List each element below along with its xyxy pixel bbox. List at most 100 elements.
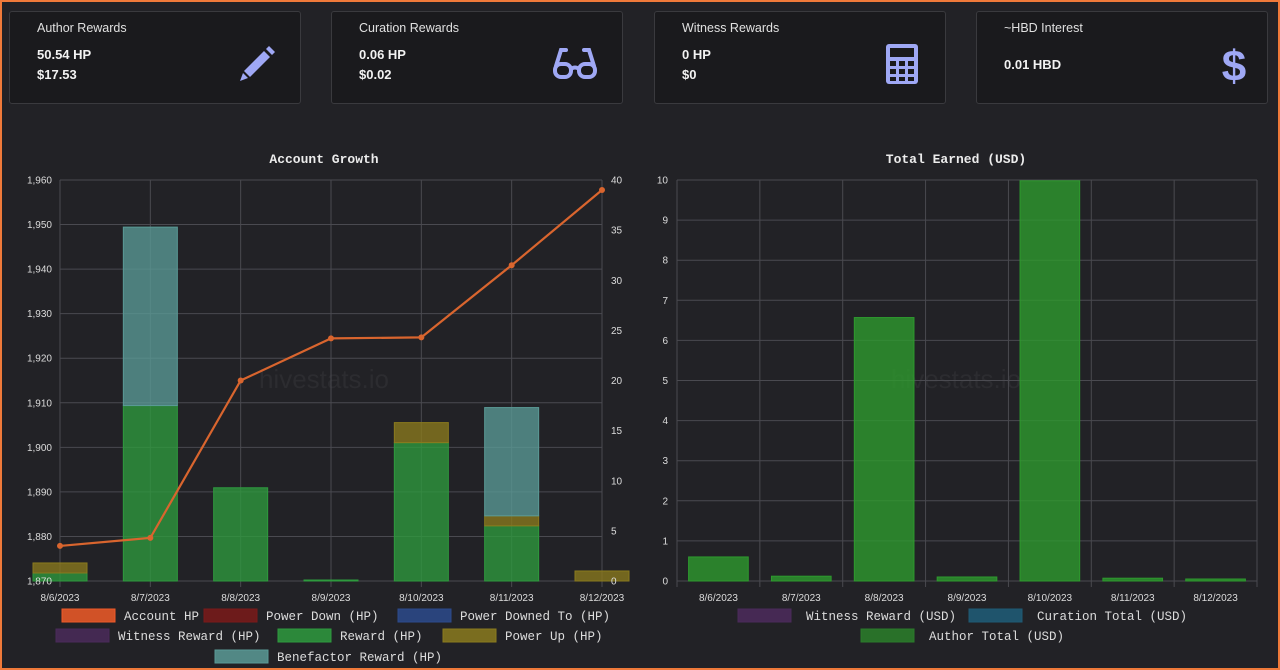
y-right-tick-label: 35 xyxy=(611,226,623,237)
legend-label[interactable]: Witness Reward (HP) xyxy=(118,630,261,644)
x-tick-label: 8/7/2023 xyxy=(782,593,821,604)
y-right-tick-label: 15 xyxy=(611,426,623,437)
watermark: hivestats.io xyxy=(259,364,389,394)
legend-label[interactable]: Curation Total (USD) xyxy=(1037,610,1187,624)
legend-swatch[interactable] xyxy=(55,628,110,643)
x-tick-label: 8/12/2023 xyxy=(580,593,625,604)
x-tick-label: 8/11/2023 xyxy=(1111,593,1155,604)
calculator-icon xyxy=(886,44,918,84)
y-left-tick-label: 1,890 xyxy=(27,487,52,498)
witness-rewards-card: Witness Rewards 0 HP $0 xyxy=(654,11,946,104)
svg-text:$: $ xyxy=(1222,42,1246,87)
card-title: Curation Rewards xyxy=(359,21,460,35)
x-tick-label: 8/10/2023 xyxy=(1028,593,1073,604)
total-earned-chart: Total Earned (USD) hivestats.io 01234567… xyxy=(657,152,1258,644)
glasses-icon xyxy=(553,48,597,79)
bar-author-total xyxy=(1185,578,1246,582)
x-tick-label: 8/10/2023 xyxy=(399,593,444,604)
legend-swatch[interactable] xyxy=(203,608,258,623)
card-value-usd: $0 xyxy=(682,67,697,82)
legend-swatch[interactable] xyxy=(737,608,792,623)
bar-benefactor-reward-hp xyxy=(122,226,178,407)
y-tick-label: 2 xyxy=(662,496,668,507)
x-tick-label: 8/6/2023 xyxy=(699,593,738,604)
card-title: Witness Rewards xyxy=(682,21,780,35)
card-value-hp: 0 HP xyxy=(682,47,711,62)
y-left-tick-label: 1,870 xyxy=(27,577,52,588)
account-hp-point xyxy=(599,187,605,194)
y-tick-label: 1 xyxy=(662,536,668,547)
y-tick-label: 5 xyxy=(662,376,668,387)
y-right-tick-label: 25 xyxy=(611,326,623,337)
legend-label[interactable]: Reward (HP) xyxy=(340,630,423,644)
bar-power-up-hp xyxy=(484,515,540,527)
card-title: ~HBD Interest xyxy=(1004,21,1083,35)
card-value-hbd: 0.01 HBD xyxy=(1004,57,1062,72)
legend-label[interactable]: Witness Reward (USD) xyxy=(806,610,956,624)
x-tick-label: 8/6/2023 xyxy=(41,593,80,604)
bar-benefactor-reward-hp xyxy=(484,407,540,517)
x-tick-label: 8/8/2023 xyxy=(221,593,260,604)
bar-author-total xyxy=(1019,180,1081,582)
x-tick-label: 8/12/2023 xyxy=(1193,593,1238,604)
account-growth-chart: Account Growth hivestats.io 1,870 1,880 1,… xyxy=(27,152,630,665)
account-hp-point xyxy=(418,334,425,341)
y-left-tick-label: 1,920 xyxy=(27,354,52,365)
y-left-tick-label: 1,940 xyxy=(27,265,52,276)
y-right-tick-label: 10 xyxy=(611,476,623,487)
y-left-tick-label: 1,910 xyxy=(27,398,52,409)
bar-reward-hp xyxy=(213,487,269,582)
legend-swatch[interactable] xyxy=(397,608,452,623)
x-tick-label: 8/11/2023 xyxy=(490,593,534,604)
card-value-hp: 0.06 HP xyxy=(359,47,406,62)
legend-swatch[interactable] xyxy=(442,628,497,643)
dollar-icon: $ xyxy=(1222,42,1246,87)
legend-label[interactable]: Benefactor Reward (HP) xyxy=(277,651,442,665)
card-title: Author Rewards xyxy=(37,21,127,35)
account-hp-point xyxy=(57,542,63,549)
y-right-tick-label: 40 xyxy=(611,176,623,187)
legend-label[interactable]: Account HP xyxy=(124,610,199,624)
legend-swatch[interactable] xyxy=(277,628,332,643)
card-value-usd: $17.53 xyxy=(37,67,77,82)
bar-power-up-hp xyxy=(32,562,88,574)
y-tick-label: 7 xyxy=(662,296,668,307)
y-right-tick-label: 0 xyxy=(611,577,617,588)
y-tick-label: 4 xyxy=(662,416,668,427)
y-tick-label: 9 xyxy=(662,216,668,227)
y-left-tick-label: 1,900 xyxy=(27,443,52,454)
y-right-tick-label: 20 xyxy=(611,376,623,387)
legend-label[interactable]: Power Downed To (HP) xyxy=(460,610,610,624)
x-tick-label: 8/9/2023 xyxy=(948,593,987,604)
legend-label[interactable]: Power Down (HP) xyxy=(266,610,379,624)
x-tick-label: 8/7/2023 xyxy=(131,593,170,604)
bar-reward-hp xyxy=(303,579,359,582)
legend-swatch[interactable] xyxy=(860,628,915,643)
legend-swatch[interactable] xyxy=(214,649,269,664)
y-left-tick-label: 1,950 xyxy=(27,220,52,231)
legend-swatch[interactable] xyxy=(968,608,1023,623)
bar-reward-hp xyxy=(393,442,449,582)
legend-label[interactable]: Power Up (HP) xyxy=(505,630,603,644)
y-tick-label: 8 xyxy=(662,256,668,267)
bar-reward-hp xyxy=(122,405,178,582)
legend-label[interactable]: Author Total (USD) xyxy=(929,630,1064,644)
y-left-tick-label: 1,880 xyxy=(27,532,52,543)
legend-swatch[interactable] xyxy=(61,608,116,623)
card-value-usd: $0.02 xyxy=(359,67,392,82)
y-left-tick-label: 1,960 xyxy=(27,176,52,187)
x-tick-label: 8/8/2023 xyxy=(865,593,904,604)
y-tick-label: 3 xyxy=(662,456,668,467)
bar-power-up-hp xyxy=(393,422,449,444)
bar-reward-hp xyxy=(484,525,540,582)
bar-author-total xyxy=(770,575,832,582)
chart-title: Total Earned (USD) xyxy=(886,152,1026,167)
chart-title: Account Growth xyxy=(269,152,378,167)
y-right-tick-label: 30 xyxy=(611,276,623,287)
y-left-tick-label: 1,930 xyxy=(27,309,52,320)
pencil-icon xyxy=(240,46,275,81)
y-tick-label: 0 xyxy=(662,577,668,588)
account-hp-point xyxy=(328,335,334,342)
x-tick-label: 8/9/2023 xyxy=(312,593,351,604)
curation-rewards-card: Curation Rewards 0.06 HP $0.02 xyxy=(331,11,623,104)
